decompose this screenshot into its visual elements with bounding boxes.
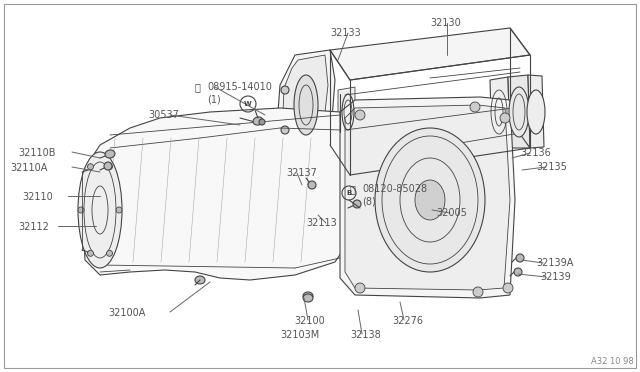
Ellipse shape: [355, 110, 365, 120]
Text: 08120-85028: 08120-85028: [362, 184, 427, 194]
Polygon shape: [82, 108, 355, 280]
Ellipse shape: [503, 283, 513, 293]
Ellipse shape: [375, 128, 485, 272]
Ellipse shape: [516, 254, 524, 262]
Text: Ⓦ: Ⓦ: [195, 82, 201, 92]
Text: 32130: 32130: [430, 18, 461, 28]
Polygon shape: [528, 75, 544, 148]
Text: 32113: 32113: [306, 218, 337, 228]
Ellipse shape: [294, 75, 318, 135]
Polygon shape: [340, 97, 515, 298]
Ellipse shape: [500, 113, 510, 123]
Ellipse shape: [106, 250, 113, 256]
Ellipse shape: [473, 287, 483, 297]
Ellipse shape: [303, 292, 313, 300]
Polygon shape: [338, 87, 355, 140]
Polygon shape: [490, 77, 510, 148]
Ellipse shape: [303, 294, 313, 302]
Text: 32139A: 32139A: [536, 258, 573, 268]
Ellipse shape: [78, 207, 84, 213]
Text: 32100: 32100: [294, 316, 324, 326]
Ellipse shape: [514, 268, 522, 276]
Polygon shape: [508, 75, 530, 148]
Ellipse shape: [281, 86, 289, 94]
Ellipse shape: [105, 150, 115, 158]
Text: (8): (8): [362, 197, 376, 207]
Ellipse shape: [470, 102, 480, 112]
Text: 30537: 30537: [148, 110, 179, 120]
Ellipse shape: [104, 162, 112, 170]
Text: 32110A: 32110A: [10, 163, 47, 173]
Text: 32103M: 32103M: [280, 330, 319, 340]
Text: 32133: 32133: [330, 28, 361, 38]
Text: 32110: 32110: [22, 192, 52, 202]
Text: 32100A: 32100A: [108, 308, 145, 318]
Ellipse shape: [116, 207, 122, 213]
Ellipse shape: [78, 152, 122, 268]
Text: 08915-14010: 08915-14010: [207, 82, 272, 92]
Text: 32137: 32137: [286, 168, 317, 178]
Polygon shape: [330, 28, 530, 80]
Polygon shape: [345, 105, 510, 290]
Ellipse shape: [88, 164, 93, 170]
Ellipse shape: [253, 117, 263, 125]
Ellipse shape: [353, 200, 361, 208]
Text: 32136: 32136: [520, 148, 551, 158]
Text: W: W: [244, 101, 252, 107]
Text: A32 10 98: A32 10 98: [591, 357, 634, 366]
Ellipse shape: [509, 87, 529, 137]
Text: 32139: 32139: [540, 272, 571, 282]
Polygon shape: [278, 50, 335, 158]
Text: 32135: 32135: [536, 162, 567, 172]
Ellipse shape: [106, 164, 113, 170]
Ellipse shape: [415, 180, 445, 220]
Text: 32005: 32005: [436, 208, 467, 218]
Ellipse shape: [355, 283, 365, 293]
Text: 32110B: 32110B: [18, 148, 56, 158]
Text: 32138: 32138: [350, 330, 381, 340]
Ellipse shape: [527, 90, 545, 134]
Ellipse shape: [281, 126, 289, 134]
Ellipse shape: [195, 276, 205, 284]
Ellipse shape: [259, 119, 265, 125]
Text: 32276: 32276: [392, 316, 423, 326]
Text: Ⓓ: Ⓓ: [350, 184, 356, 194]
Ellipse shape: [308, 181, 316, 189]
Text: (1): (1): [207, 95, 221, 105]
Ellipse shape: [88, 250, 93, 256]
Polygon shape: [283, 55, 328, 152]
Text: B: B: [346, 190, 351, 196]
Text: 32112: 32112: [18, 222, 49, 232]
